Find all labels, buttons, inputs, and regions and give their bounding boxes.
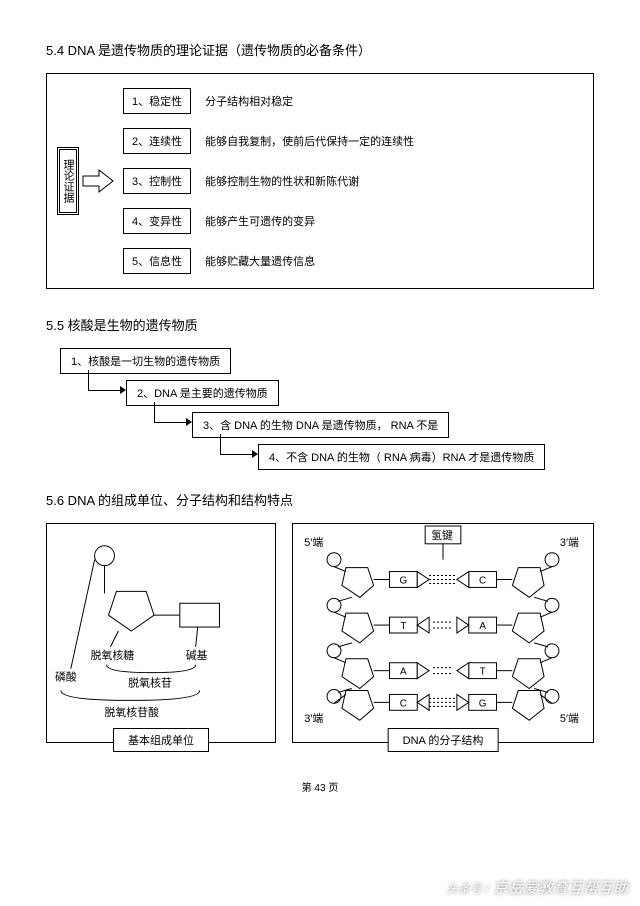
right-panel: 氢键 5′端 3′端 3′端 5′端 — [292, 523, 594, 743]
nucleoside-label: 脱氧核苷 — [128, 676, 172, 690]
left-panel-label: 基本组成单位 — [113, 728, 209, 752]
svg-text:氢键: 氢键 — [431, 528, 453, 542]
section-5-4-heading: 5.4 DNA 是遗传物质的理论证据（遗传物质的必备条件） — [46, 40, 594, 59]
watermark: 头条号 / 京岳爱教育互帮互助 — [446, 877, 628, 898]
criteria-list: 1、稳定性分子结构相对稳定 2、连续性能够自我复制，使前后代保持一定的连续性 3… — [123, 88, 579, 274]
criteria-row: 1、稳定性分子结构相对稳定 — [123, 88, 579, 114]
page-number: 第 43 页 — [46, 779, 594, 794]
left-panel: 脱氧核糖 碱基 磷酸 脱氧核苷 脱氧核苷酸 基本组成单位 — [46, 523, 276, 743]
step-box-1: 1、核酸是一切生物的遗传物质 — [60, 348, 231, 374]
sugar-label: 脱氧核糖 — [91, 648, 135, 662]
step-box-3: 3、含 DNA 的生物 DNA 是遗传物质， RNA 不是 — [192, 412, 449, 438]
svg-text:G: G — [400, 575, 408, 586]
base-label: 碱基 — [186, 649, 208, 662]
section-5-5-heading: 5.5 核酸是生物的遗传物质 — [46, 315, 594, 334]
svg-text:5′端: 5′端 — [304, 536, 323, 549]
arrow-icon — [81, 166, 117, 196]
svg-text:C: C — [479, 575, 486, 586]
criteria-row: 5、信息性能够贮藏大量遗传信息 — [123, 248, 579, 274]
svg-text:3′端: 3′端 — [560, 536, 579, 549]
nucleotide-label: 脱氧核苷酸 — [105, 705, 160, 719]
phosphate-label: 磷酸 — [55, 670, 77, 684]
svg-text:T: T — [480, 667, 486, 678]
svg-text:A: A — [400, 667, 407, 678]
criteria-row: 2、连续性能够自我复制，使前后代保持一定的连续性 — [123, 128, 579, 154]
step-box-4: 4、不含 DNA 的生物（ RNA 病毒）RNA 才是遗传物质 — [258, 444, 545, 470]
svg-text:A: A — [479, 621, 486, 632]
svg-text:C: C — [400, 698, 407, 709]
svg-text:T: T — [400, 621, 406, 632]
criteria-row: 3、控制性能够控制生物的性状和新陈代谢 — [123, 168, 579, 194]
step-box-2: 2、DNA 是主要的遗传物质 — [126, 380, 279, 406]
svg-text:5′端: 5′端 — [560, 712, 579, 725]
right-panel-label: DNA 的分子结构 — [388, 728, 499, 752]
criteria-row: 4、变异性能够产生可遗传的变异 — [123, 208, 579, 234]
section-5-5-flow: 1、核酸是一切生物的遗传物质 2、DNA 是主要的遗传物质 3、含 DNA 的生… — [46, 348, 594, 510]
section-5-4-panel: 理论证据 1、稳定性分子结构相对稳定 2、连续性能够自我复制，使前后代保持一定的… — [46, 73, 594, 289]
svg-text:G: G — [479, 698, 487, 709]
theory-evidence-box: 理论证据 — [57, 147, 79, 215]
svg-text:3′端: 3′端 — [304, 712, 323, 725]
